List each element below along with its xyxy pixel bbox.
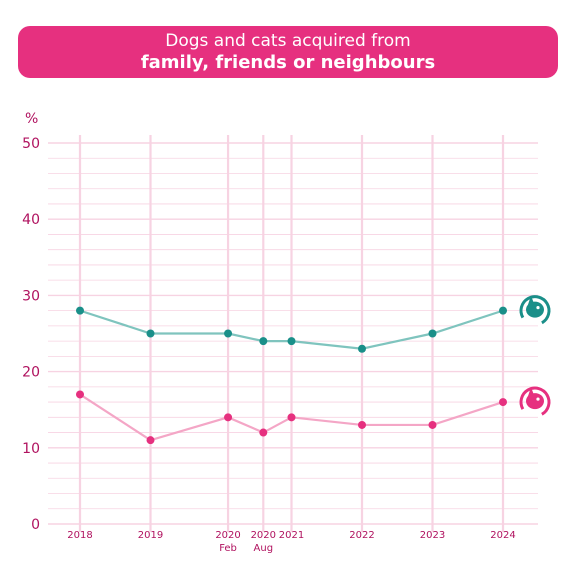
cats-data-point [428,420,437,429]
y-tick-label: 0 [31,517,40,533]
y-tick-label: 10 [22,441,40,457]
cats-data-point [224,413,233,422]
dogs-data-point [259,337,268,346]
y-tick-label: 30 [22,288,40,304]
y-tick-label: 20 [22,365,40,381]
x-tick-sublabel: Feb [219,543,237,554]
chart-title-line2: family, friends or neighbours [140,52,436,73]
icon-ear [528,295,534,305]
cats-data-point [259,428,268,437]
dogs-data-point [76,306,84,315]
dogs-data-point [287,337,296,346]
x-tick-label: 2024 [490,530,515,541]
chart-title-line1: Dogs and cats acquired from [165,31,411,51]
x-tick-label: 2019 [138,530,163,541]
dog-icon [519,295,551,327]
icon-head [526,301,544,318]
dogs-data-point [224,329,233,338]
x-tick-sublabel: Aug [254,543,274,554]
cat-icon [519,386,551,418]
x-tick-label: 2022 [349,530,374,541]
x-tick-label: 2023 [420,530,445,541]
x-tick-label: 2020 [215,530,240,541]
dogs-data-point [428,329,437,338]
icon-eye [536,306,540,310]
icon-ear [528,387,534,397]
icon-eye [536,397,540,401]
dogs-data-point [499,306,507,315]
y-tick-label: 50 [22,136,40,152]
cats-data-point [358,420,366,429]
cats-data-point [287,413,296,422]
x-tick-label: 2018 [67,530,92,541]
cats-data-point [499,398,507,407]
y-tick-label: 40 [22,212,40,228]
cats-data-point [146,436,155,445]
cats-series-line [79,393,504,442]
cats-data-point [76,390,84,399]
dogs-data-point [358,344,366,353]
dogs-series-line [79,309,504,350]
title-banner: Dogs and cats acquired from family, frie… [18,26,558,78]
x-tick-label: 2021 [279,530,304,541]
icon-head [526,393,544,410]
y-axis-unit: % [25,111,38,127]
x-tick-label: 2020 [251,530,276,541]
dogs-data-point [146,329,155,338]
